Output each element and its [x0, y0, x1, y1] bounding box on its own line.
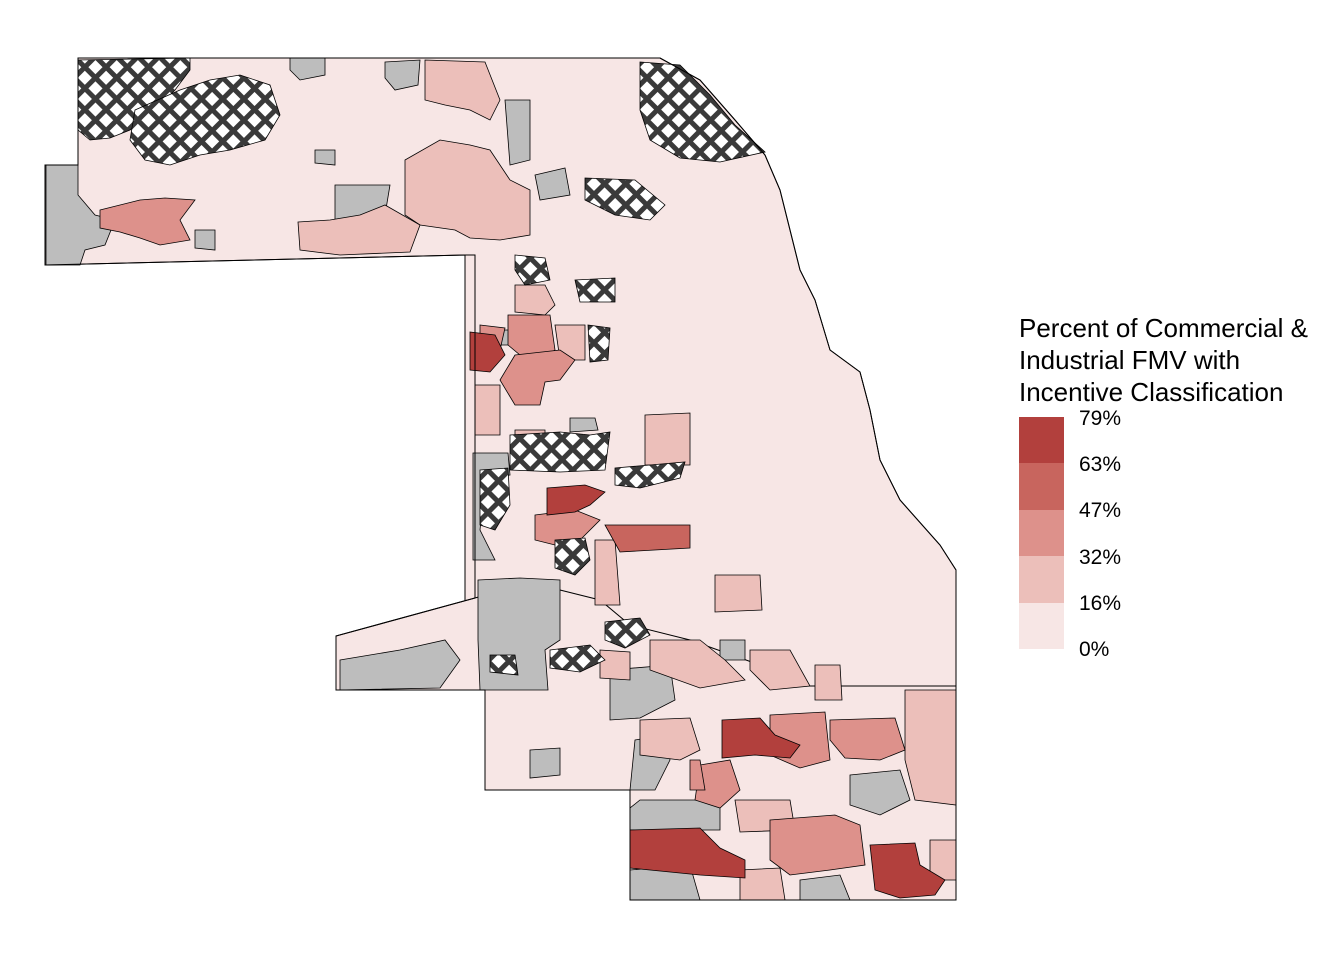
- hatch-mid-6: [479, 467, 511, 531]
- area-south-5: [904, 689, 957, 806]
- area-south-2: [649, 639, 746, 689]
- legend-tick-0: 0%: [1079, 638, 1110, 661]
- hatch-mid-7: [554, 537, 591, 576]
- hatch-mid-3: [587, 324, 611, 363]
- hatch-mid-5: [614, 461, 686, 489]
- no-data-areas: [45, 57, 911, 901]
- legend-tick-63: 63%: [1079, 453, 1122, 476]
- area-high-2: [546, 484, 606, 516]
- area-south-med-4: [769, 814, 866, 876]
- hatch-ne-1: [639, 61, 766, 163]
- no-data-north-3: [384, 59, 421, 91]
- legend-bin-5: [1019, 602, 1064, 649]
- hatch-mid-2: [574, 277, 616, 303]
- no-data-south-10: [719, 639, 746, 661]
- legend-tick-16: 16%: [1079, 592, 1122, 615]
- hatch-north-mid: [584, 177, 666, 221]
- legend-bin-1: [1019, 417, 1064, 464]
- hatch-nw-2: [129, 74, 281, 166]
- legend-title-line-1: Percent of Commercial &: [1019, 313, 1308, 343]
- area-north-west: [297, 204, 421, 256]
- area-nw-med: [99, 197, 196, 246]
- area-high-1: [469, 331, 506, 373]
- legend-color-bar: [1019, 417, 1064, 649]
- area-mid-4: [594, 539, 621, 606]
- area-south-med-1: [694, 759, 741, 809]
- area-med-high-1: [604, 524, 691, 553]
- area-mid-5: [474, 384, 501, 436]
- area-mid-1: [514, 284, 556, 316]
- hatch-mid-4: [509, 431, 611, 473]
- hatched-areas: [77, 57, 766, 676]
- area-south-med-2: [829, 717, 906, 761]
- area-south-6: [639, 717, 701, 761]
- legend-bin-2: [1019, 463, 1064, 510]
- no-data-nw-2: [194, 229, 216, 251]
- hatch-south-1: [604, 617, 651, 649]
- no-data-mid-2: [569, 417, 599, 433]
- legend-title: Percent of Commercial & Industrial FMV w…: [1019, 312, 1308, 408]
- area-mid-med-2: [499, 349, 576, 406]
- legend-bin-4: [1019, 556, 1064, 603]
- area-south-4: [814, 664, 843, 701]
- area-north-center: [424, 59, 501, 121]
- area-high-3: [721, 717, 801, 759]
- area-high-5: [869, 842, 946, 899]
- hatch-south-3: [489, 654, 519, 676]
- light-areas: [297, 59, 957, 901]
- hatch-south-2: [549, 644, 606, 673]
- dark-areas: [469, 331, 946, 899]
- legend-tick-47: 47%: [1079, 499, 1122, 522]
- legend-tick-79: 79%: [1079, 407, 1122, 430]
- area-south-med-5: [689, 759, 706, 791]
- area-high-4: [629, 827, 746, 879]
- no-data-north-6: [314, 149, 336, 166]
- legend-bin-3: [1019, 509, 1064, 557]
- hatch-mid-1: [514, 254, 551, 286]
- no-data-south-9: [529, 747, 561, 779]
- area-south-10: [599, 649, 631, 681]
- no-data-south-5: [629, 799, 721, 831]
- area-south-8: [739, 867, 786, 901]
- area-south-1: [714, 574, 763, 613]
- legend-title-line-2: Industrial FMV with: [1019, 345, 1241, 375]
- legend-title-line-3: Incentive Classification: [1019, 377, 1284, 407]
- area-south-3: [749, 649, 811, 691]
- no-data-north-5: [534, 167, 571, 201]
- legend-tick-32: 32%: [1079, 546, 1122, 569]
- county-outline: [44, 57, 957, 901]
- no-data-north-4: [504, 99, 531, 166]
- area-mid-3: [644, 412, 691, 466]
- no-data-south-7: [849, 769, 911, 816]
